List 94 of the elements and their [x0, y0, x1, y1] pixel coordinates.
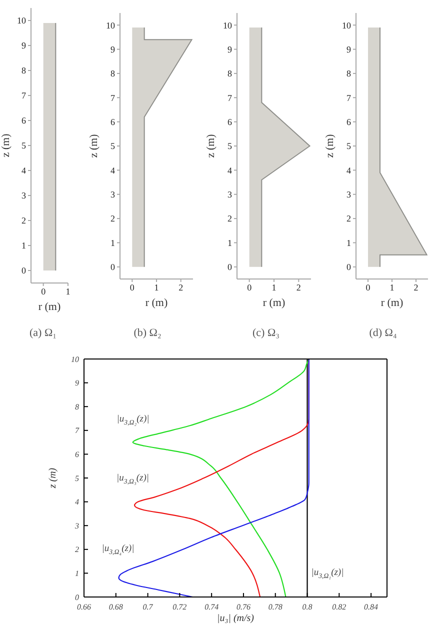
y-tick-label: 10: [17, 16, 26, 26]
y-tick-label: 4: [228, 165, 232, 176]
y-axis-title: z (m): [48, 467, 59, 490]
y-tick-label: 3: [228, 190, 232, 200]
x-axis-title: r (m): [262, 297, 286, 309]
y-tick-label: 2: [228, 214, 232, 224]
y-tick-label: 6: [228, 117, 232, 128]
y-tick-label: 8: [22, 66, 26, 76]
x-tick-label: 0.8: [302, 602, 312, 612]
y-tick-label: 6: [22, 116, 26, 126]
text: (a) Ω₁: [28, 327, 58, 339]
x-tick-label: 2: [296, 282, 301, 292]
y-tick-label: 6: [75, 450, 79, 460]
x-tick-label: 0.84: [364, 602, 378, 612]
x-tick-label: 0.68: [108, 602, 123, 612]
y-tick-label: 1: [110, 238, 115, 248]
y-tick-label: 2: [346, 214, 351, 224]
y-tick-label: 9: [346, 44, 352, 54]
y-tick-label: 7: [346, 92, 352, 103]
y-axis-title: z (m): [324, 134, 336, 158]
x-tick-label: 0: [41, 286, 46, 296]
y-tick-label: 4: [75, 498, 79, 507]
ref-line-label: |u$_{3,Ω₁}$(z)|: [311, 568, 344, 580]
x-tick-label: 0.76: [236, 602, 250, 612]
y-tick-label: 9: [110, 44, 116, 54]
x-tick-label: 0.7: [142, 602, 154, 612]
y-tick-label: 5: [110, 141, 116, 152]
y-tick-label: 3: [74, 521, 79, 530]
y-tick-label: 0: [22, 266, 26, 276]
y-tick-label: 5: [75, 474, 79, 483]
series-label: |u$_{3,Ω₄}$(z)|: [102, 544, 134, 556]
y-tick-label: 0: [228, 262, 232, 272]
y-tick-label: 3: [22, 190, 26, 201]
y-tick-label: 7: [75, 426, 80, 436]
x-axis-title: r (m): [145, 297, 168, 309]
text: (c) Ω₃: [252, 327, 280, 339]
y-tick-label: 1: [22, 240, 26, 251]
y-tick-label: 0: [110, 262, 116, 272]
x-tick-label: 1: [66, 286, 70, 296]
x-tick-label: 0.74: [204, 602, 219, 612]
y-tick-label: 6: [110, 117, 116, 128]
x-axis-title: r (m): [38, 301, 61, 313]
series-label: |u$_{3,Ω₂}$(z)|: [116, 414, 150, 426]
y-tick-label: 6: [346, 117, 352, 128]
y-tick-label: 5: [346, 141, 352, 152]
y-tick-label: 3: [110, 190, 116, 200]
y-tick-label: 1: [346, 238, 351, 248]
y-tick-label: 7: [110, 92, 116, 103]
y-tick-label: 1: [75, 569, 79, 578]
y-tick-label: 4: [22, 166, 26, 176]
y-tick-label: 4: [110, 165, 116, 176]
y-tick-label: 4: [346, 165, 352, 176]
text: (b) Ω₂: [132, 327, 162, 339]
y-tick-label: 8: [228, 68, 232, 79]
y-tick-label: 5: [228, 141, 232, 152]
y-tick-label: 1: [228, 238, 232, 248]
y-tick-label: 7: [228, 92, 232, 103]
y-tick-label: 3: [346, 190, 352, 200]
y-tick-label: 0: [75, 592, 79, 602]
y-tick-label: 2: [75, 545, 79, 554]
x-axis-title: |u₃| (m/s): [216, 613, 255, 624]
series-label: |u$_{3,Ω₃}$(z)|: [116, 474, 150, 486]
x-axis-title: r (m): [380, 297, 404, 309]
x-tick-label: 0.82: [332, 602, 346, 612]
y-tick-label: 10: [342, 20, 352, 30]
x-tick-label: 0.66: [77, 602, 91, 612]
y-tick-label: 10: [106, 20, 116, 30]
y-tick-label: 2: [22, 216, 26, 226]
y-axis-title: z (m): [0, 133, 12, 158]
x-tick-label: 2: [178, 282, 184, 292]
y-tick-label: 7: [22, 90, 26, 101]
y-tick-label: 9: [22, 40, 26, 51]
x-tick-label: 0: [247, 282, 252, 292]
y-tick-label: 8: [110, 68, 116, 79]
y-tick-label: 10: [223, 20, 232, 30]
x-tick-label: 0: [366, 282, 371, 292]
x-tick-label: 1: [390, 282, 394, 292]
y-tick-label: 2: [110, 214, 115, 224]
x-tick-label: 0.78: [268, 602, 282, 612]
y-axis-title: z (m): [88, 134, 100, 158]
y-tick-label: 10: [71, 354, 79, 364]
y-tick-label: 9: [75, 378, 79, 388]
text: (d) Ω₄: [368, 327, 398, 339]
x-tick-label: 1: [154, 282, 159, 292]
y-tick-label: 8: [75, 402, 79, 412]
y-tick-label: 0: [346, 262, 352, 272]
y-tick-label: 9: [228, 44, 232, 54]
y-axis-title: z (m): [204, 134, 217, 158]
y-tick-label: 8: [346, 68, 352, 79]
y-tick-label: 5: [22, 140, 26, 151]
x-tick-label: 0: [130, 282, 135, 292]
x-tick-label: 1: [272, 282, 276, 292]
x-tick-label: 0.72: [172, 602, 187, 612]
x-tick-label: 2: [414, 282, 418, 292]
